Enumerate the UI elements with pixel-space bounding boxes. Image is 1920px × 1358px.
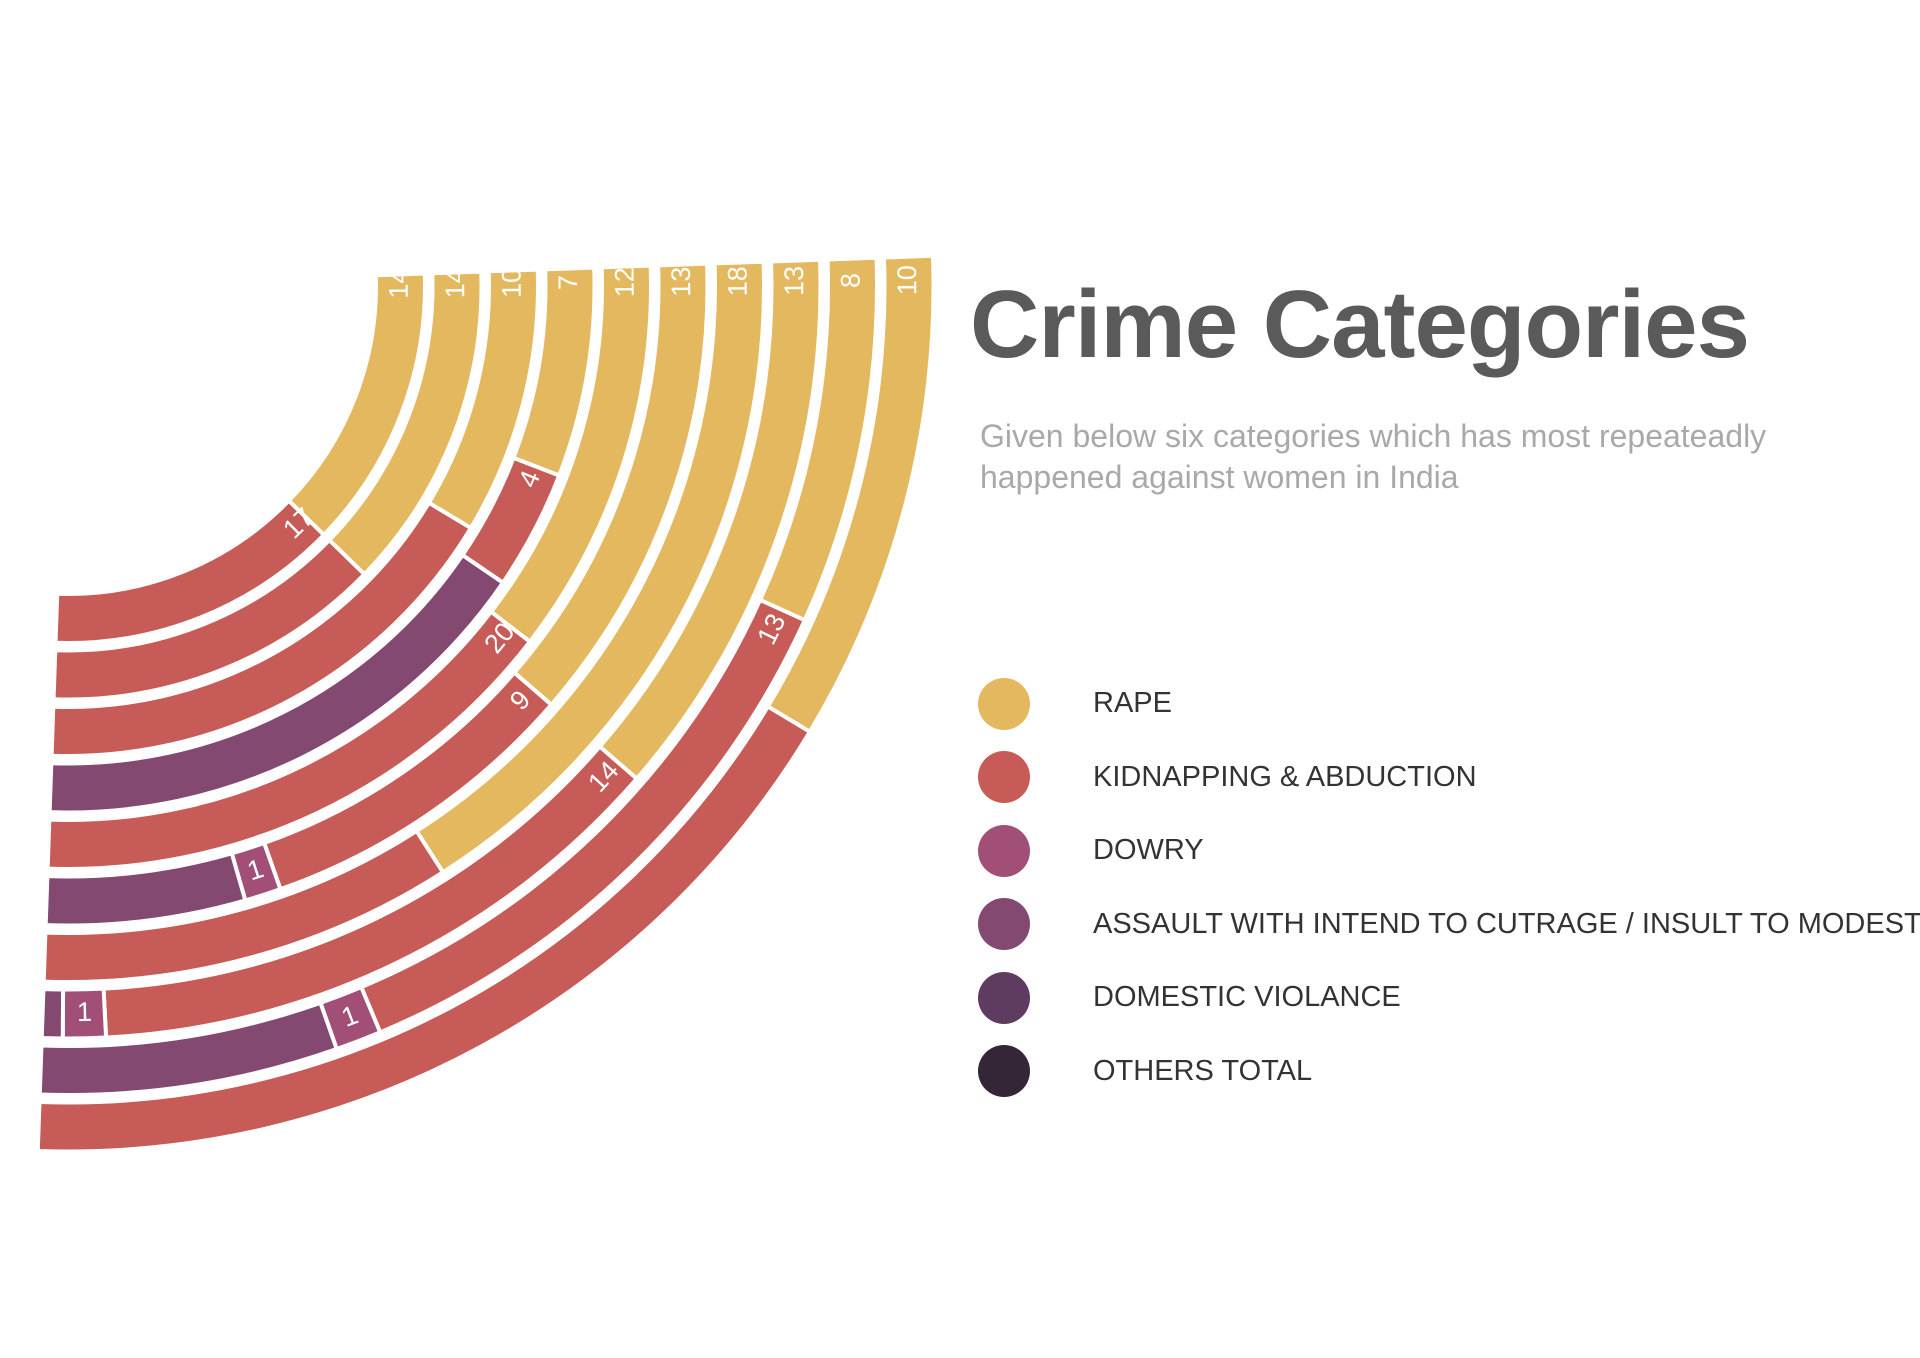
legend-label: RAPE — [1093, 687, 1172, 720]
legend-item: DOMESTIC VIOLANCE — [978, 961, 1920, 1035]
legend-swatch — [978, 677, 1030, 730]
legend-item: OTHERS TOTAL — [978, 1035, 1920, 1109]
segment — [45, 609, 533, 871]
segment — [35, 703, 813, 1154]
segment-label: 13 — [779, 266, 809, 296]
legend-item: ASSAULT WITH INTEND TO CUTRAGE / INSULT … — [978, 888, 1920, 962]
legend: RAPE KIDNAPPING & ABDUCTION DOWRY ASSAUL… — [978, 667, 1920, 1108]
ring-3: 10 — [49, 267, 540, 758]
segment — [49, 500, 474, 758]
segment-label: 18 — [723, 266, 753, 296]
segment — [51, 537, 368, 702]
segment-label: 14 — [384, 269, 414, 299]
segment — [53, 497, 327, 645]
legend-item: DOWRY — [978, 814, 1920, 888]
legend-label: ASSAULT WITH INTEND TO CUTRAGE / INSULT … — [1093, 907, 1920, 940]
segment — [37, 1000, 340, 1097]
legend-swatch — [978, 971, 1030, 1024]
segment-label: 12 — [610, 267, 640, 297]
segment-label: 10 — [497, 268, 527, 298]
ring-8: 13 14 1 — [39, 257, 823, 1041]
segment-label: 1 — [77, 997, 93, 1027]
legend-label: DOMESTIC VIOLANCE — [1093, 981, 1401, 1014]
segment-label: 8 — [836, 273, 866, 288]
legend-swatch — [978, 1045, 1030, 1098]
ring-2: 14 — [51, 268, 484, 702]
segment — [39, 987, 66, 1041]
segment-label: 7 — [553, 275, 583, 290]
legend-item: RAPE — [978, 667, 1920, 741]
legend-swatch — [978, 824, 1030, 877]
legend-swatch — [978, 898, 1030, 951]
segment — [47, 552, 506, 815]
segment-label: 10 — [892, 265, 922, 295]
ring-9: 8 13 1 — [37, 255, 879, 1097]
legend-swatch — [978, 751, 1030, 804]
segment-label: 14 — [440, 268, 470, 298]
segment — [43, 850, 248, 928]
segment — [41, 828, 446, 984]
legend-label: DOWRY — [1093, 834, 1204, 867]
legend-item: KIDNAPPING & ABDUCTION — [978, 741, 1920, 815]
ring-4: 74 — [47, 265, 597, 815]
legend-label: KIDNAPPING & ABDUCTION — [1093, 760, 1477, 793]
ring-7: 18 — [41, 259, 766, 984]
chart-title: Crime Categories — [970, 271, 1750, 378]
ring-10: 10 — [35, 253, 936, 1154]
legend-label: OTHERS TOTAL — [1093, 1054, 1313, 1087]
segment-label: 13 — [666, 267, 696, 297]
chart-subtitle: Given below six categories which has mos… — [980, 418, 1767, 495]
